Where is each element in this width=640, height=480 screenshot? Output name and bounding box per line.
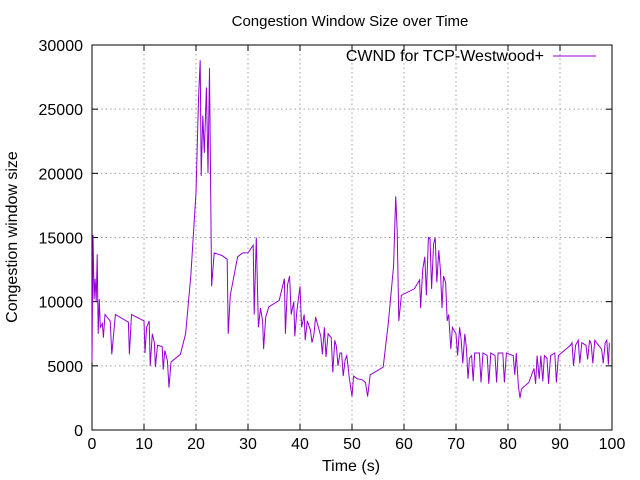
x-tick-label: 50 xyxy=(343,436,361,453)
x-tick-label: 0 xyxy=(88,436,97,453)
x-tick-label: 30 xyxy=(239,436,257,453)
legend-label: CWND for TCP-Westwood+ xyxy=(346,48,544,65)
y-tick-label: 0 xyxy=(74,423,83,440)
y-tick-label: 30000 xyxy=(39,38,84,55)
x-tick-label: 100 xyxy=(599,436,626,453)
series-line-cwnd xyxy=(91,60,610,398)
x-tick-label: 20 xyxy=(187,436,205,453)
y-tick-label: 25000 xyxy=(39,102,84,119)
x-tick-label: 10 xyxy=(135,436,153,453)
legend: CWND for TCP-Westwood+ xyxy=(346,48,596,65)
y-axis-title: Congestion window size xyxy=(4,151,21,323)
chart-title: Congestion Window Size over Time xyxy=(232,13,469,30)
x-tick-label: 90 xyxy=(551,436,569,453)
y-tick-label: 5000 xyxy=(47,359,83,376)
series-layer xyxy=(91,60,610,398)
y-tick-label: 15000 xyxy=(39,231,84,248)
axis-ticks: 0 10 20 30 40 50 60 70 80 90 100 0 5000 10000 15000 200… xyxy=(39,38,626,453)
x-tick-label: 40 xyxy=(291,436,309,453)
x-tick-label: 70 xyxy=(447,436,465,453)
x-tick-label: 80 xyxy=(499,436,517,453)
grid-lines xyxy=(92,45,612,430)
x-tick-label: 60 xyxy=(395,436,413,453)
y-tick-label: 20000 xyxy=(39,166,84,183)
x-axis-title: Time (s) xyxy=(322,458,380,475)
y-tick-label: 10000 xyxy=(39,295,84,312)
